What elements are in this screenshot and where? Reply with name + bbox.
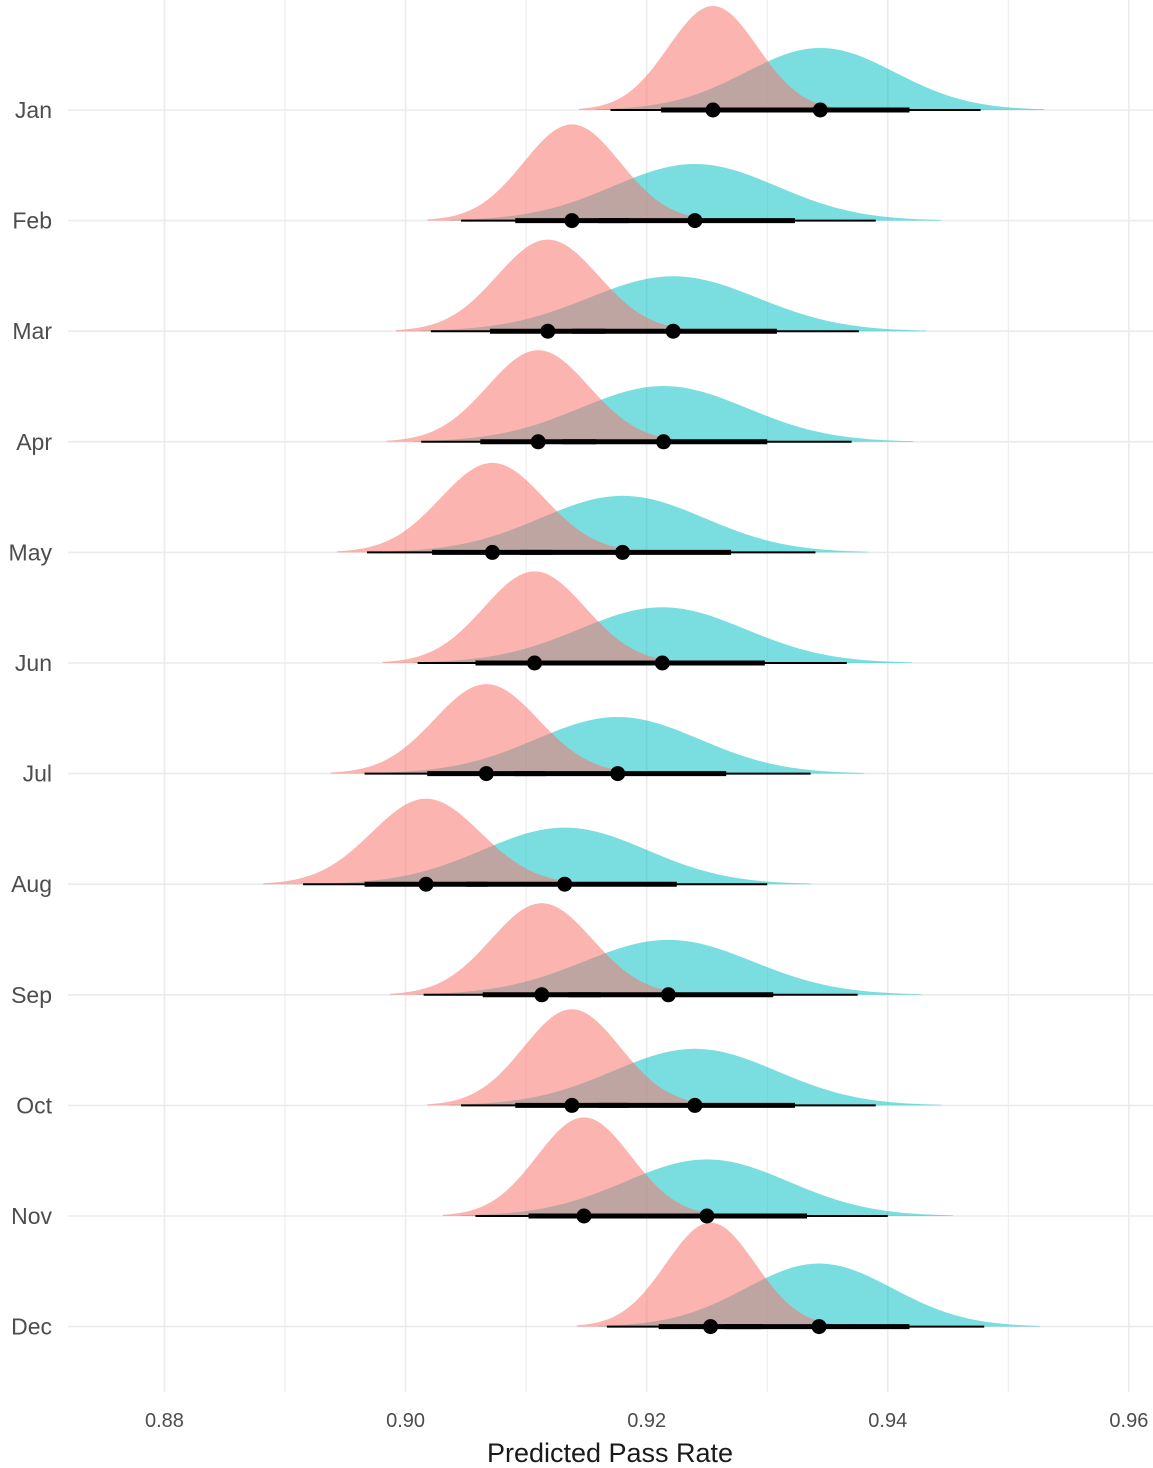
median-point-teal-mar	[665, 323, 681, 339]
median-point-pink-jan	[705, 102, 721, 118]
median-point-pink-apr	[530, 434, 546, 450]
median-point-pink-jul	[478, 766, 494, 782]
y-tick-label-jun: Jun	[15, 650, 52, 676]
y-tick-label-jan: Jan	[15, 97, 52, 123]
density-pink-aug	[263, 798, 589, 885]
interval-layer	[303, 102, 985, 1335]
median-point-pink-feb	[564, 213, 580, 229]
y-tick-label-feb: Feb	[12, 208, 52, 234]
density-layer	[263, 6, 1045, 1327]
median-point-pink-nov	[576, 1208, 592, 1224]
median-point-teal-aug	[557, 876, 573, 892]
median-point-teal-dec	[811, 1319, 827, 1335]
median-point-teal-apr	[656, 434, 672, 450]
y-tick-label-apr: Apr	[16, 429, 52, 455]
median-point-teal-feb	[687, 213, 703, 229]
median-point-pink-dec	[703, 1319, 719, 1335]
y-tick-label-jul: Jul	[23, 761, 52, 787]
median-point-teal-may	[615, 544, 631, 560]
x-axis-title: Predicted Pass Rate	[487, 1438, 733, 1468]
median-point-teal-jun	[654, 655, 670, 671]
median-point-pink-may	[484, 544, 500, 560]
x-tick-label-0.96: 0.96	[1109, 1410, 1148, 1432]
density-pink-nov	[442, 1117, 726, 1216]
density-pink-jun	[382, 571, 687, 663]
median-point-teal-jul	[610, 766, 626, 782]
density-pink-feb	[427, 124, 717, 221]
density-pink-dec	[576, 1222, 845, 1327]
y-tick-label-aug: Aug	[11, 871, 52, 897]
median-point-teal-sep	[660, 987, 676, 1003]
y-tick-label-oct: Oct	[16, 1092, 52, 1118]
median-point-teal-jan	[812, 102, 828, 118]
x-tick-label-0.88: 0.88	[145, 1410, 184, 1432]
median-point-pink-sep	[534, 987, 550, 1003]
x-tick-labels: 0.88 0.90 0.92 0.94 0.96	[145, 1410, 1148, 1432]
y-tick-label-dec: Dec	[11, 1314, 52, 1340]
density-pink-oct	[427, 1009, 717, 1106]
y-tick-label-sep: Sep	[11, 982, 52, 1008]
density-pink-sep	[389, 903, 694, 995]
median-point-teal-nov	[699, 1208, 715, 1224]
median-point-pink-aug	[418, 876, 434, 892]
density-pink-may	[336, 462, 648, 553]
median-point-teal-oct	[687, 1097, 703, 1113]
density-pink-jan	[579, 6, 847, 110]
density-pink-mar	[395, 239, 700, 332]
y-tick-labels: Jan Feb Mar Apr May Jun Jul Aug Sep Oct Nov Dec	[9, 97, 53, 1340]
x-tick-label-0.94: 0.94	[868, 1410, 907, 1432]
y-tick-label-may: May	[9, 539, 53, 565]
x-tick-label-0.92: 0.92	[627, 1410, 666, 1432]
median-point-pink-jun	[527, 655, 543, 671]
y-tick-label-mar: Mar	[12, 318, 52, 344]
y-tick-label-nov: Nov	[11, 1203, 52, 1229]
median-point-pink-mar	[540, 323, 556, 339]
median-point-pink-oct	[564, 1097, 580, 1113]
density-pink-jul	[330, 684, 642, 774]
density-pink-apr	[386, 350, 691, 442]
x-tick-label-0.90: 0.90	[386, 1410, 425, 1432]
